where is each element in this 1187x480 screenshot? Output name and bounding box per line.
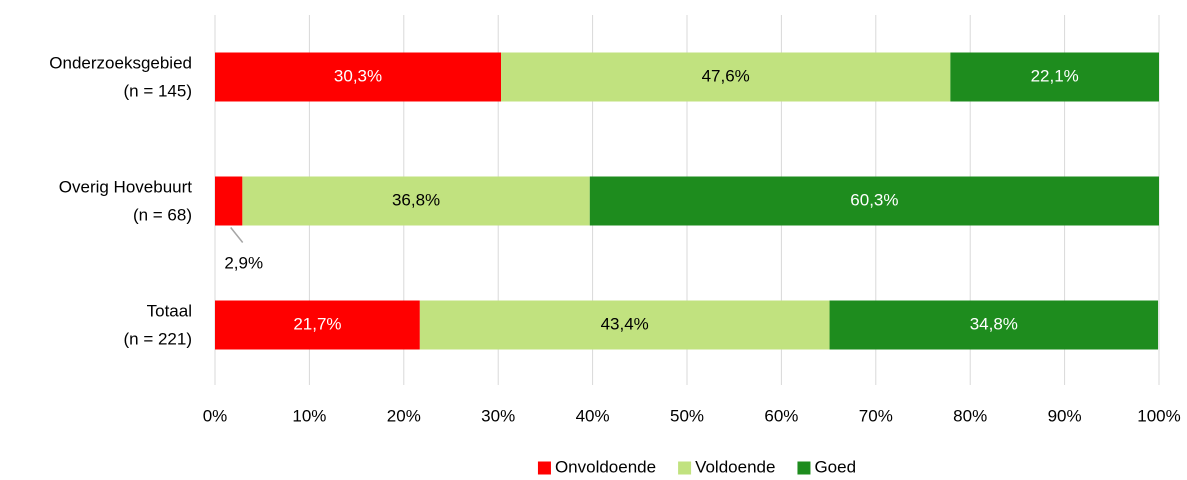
data-label: 21,7% <box>293 314 341 333</box>
x-tick-label: 30% <box>481 406 515 425</box>
leader-line <box>230 227 244 243</box>
x-tick-label: 40% <box>576 406 610 425</box>
data-label: 30,3% <box>334 66 382 85</box>
bar-segment <box>589 176 1159 226</box>
y-tick-label: Overig Hovebuurt <box>59 177 193 196</box>
x-tick-label: 20% <box>387 406 421 425</box>
data-label: 47,6% <box>702 66 750 85</box>
legend-swatch <box>797 461 811 475</box>
data-label: 36,8% <box>392 190 440 209</box>
x-tick-label: 60% <box>764 406 798 425</box>
bar-segment <box>950 52 1159 102</box>
x-tick-label: 50% <box>670 406 704 425</box>
bar-segment <box>242 176 590 226</box>
x-tick-label: 0% <box>203 406 228 425</box>
data-label: 34,8% <box>970 314 1018 333</box>
legend-label: Onvoldoende <box>555 457 656 476</box>
bar-segment <box>419 300 830 350</box>
bar-segment <box>215 176 243 226</box>
y-tick-label: (n = 221) <box>123 329 192 348</box>
data-label: 2,9% <box>224 253 263 272</box>
y-tick-label: (n = 68) <box>133 205 192 224</box>
x-tick-label: 80% <box>953 406 987 425</box>
bar-segment <box>215 52 502 102</box>
legend-swatch <box>537 461 551 475</box>
y-tick-label: Totaal <box>147 301 192 320</box>
bar-segment <box>829 300 1159 350</box>
data-label: 43,4% <box>601 314 649 333</box>
bar-segment <box>501 52 951 102</box>
x-tick-label: 90% <box>1048 406 1082 425</box>
x-tick-label: 10% <box>292 406 326 425</box>
legend-label: Goed <box>814 457 856 476</box>
legend-swatch <box>678 461 692 475</box>
y-tick-label: Onderzoeksgebied <box>49 53 192 72</box>
legend-label: Voldoende <box>695 457 775 476</box>
bar-segment <box>215 300 420 350</box>
x-tick-label: 70% <box>859 406 893 425</box>
data-label: 60,3% <box>850 190 898 209</box>
x-tick-label: 100% <box>1137 406 1180 425</box>
data-label: 22,1% <box>1031 66 1079 85</box>
y-tick-label: (n = 145) <box>123 81 192 100</box>
